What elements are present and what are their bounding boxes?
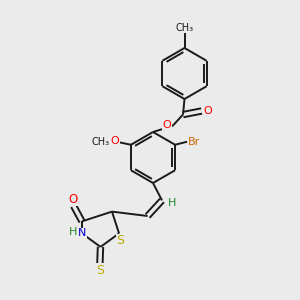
Text: CH₃: CH₃ — [176, 22, 194, 33]
Text: Br: Br — [188, 137, 200, 147]
Text: H: H — [167, 198, 176, 208]
Text: S: S — [116, 234, 124, 248]
Text: O: O — [111, 136, 119, 146]
Text: S: S — [96, 263, 104, 277]
Text: O: O — [163, 119, 172, 130]
Text: N: N — [78, 228, 86, 239]
Text: O: O — [68, 193, 78, 206]
Text: H: H — [69, 227, 78, 237]
Text: CH₃: CH₃ — [92, 137, 110, 147]
Text: O: O — [203, 106, 212, 116]
